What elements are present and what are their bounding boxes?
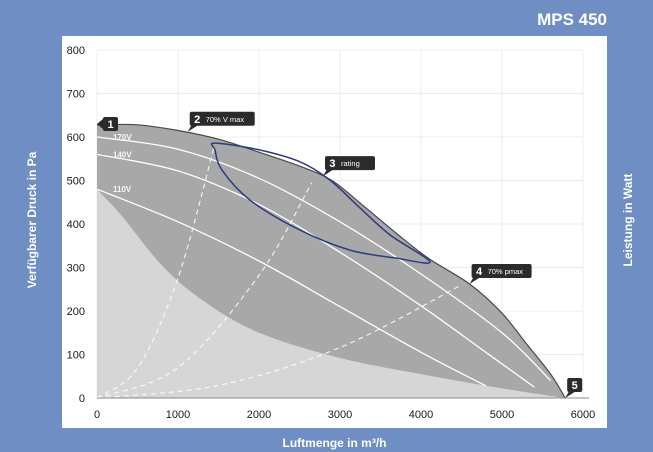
y-tick-label: 100 [67, 350, 85, 362]
voltage-curve-140V [96, 153, 535, 388]
secondary-y-axis-label: Leistung in Watt [621, 173, 635, 267]
marker-pointer [565, 391, 577, 398]
marker-number: 2 [194, 114, 200, 126]
operating-point-marker-3: 3 rating [322, 156, 375, 177]
plot-panel: 170V 140V 110V 0 100 200 300 400 500 600 700 800 0 10… [62, 36, 607, 428]
chart-title: MPS 450 [537, 10, 607, 29]
marker-tag [189, 111, 255, 126]
marker-pointer [322, 169, 334, 177]
voltage-curve-label: 110V [113, 185, 132, 194]
voltage-curve-label: 170V [113, 133, 132, 142]
x-tick-label: 3000 [328, 409, 352, 421]
x-tick-label: 6000 [571, 409, 595, 421]
system-curve [96, 284, 462, 399]
marker-tag [324, 156, 375, 171]
x-tick-label: 4000 [409, 409, 433, 421]
marker-pointer [97, 117, 104, 130]
y-tick-label: 500 [67, 176, 85, 188]
y-tick-label: 400 [67, 219, 85, 231]
voltage-curve-label: 140V [113, 150, 132, 159]
operating-point-marker-2: 2 70% V max [187, 111, 255, 132]
marker-number: 1 [107, 119, 113, 131]
voltage-curve-170V [96, 136, 552, 382]
marker-label: 70% V max [206, 115, 245, 124]
x-axis-label: Luftmenge in m³/h [282, 436, 387, 450]
operating-point-marker-5: 5 [565, 378, 583, 398]
y-tick-label: 0 [79, 393, 85, 405]
marker-number: 3 [329, 158, 335, 170]
max-curve-edge [96, 123, 566, 399]
y-tick-label: 700 [67, 89, 85, 101]
y-tick-label: 300 [67, 263, 85, 275]
voltage-curve-110V [96, 188, 487, 387]
marker-tag [471, 264, 532, 279]
x-tick-label: 1000 [166, 409, 190, 421]
y-tick-label: 600 [67, 132, 85, 144]
marker-pointer [187, 124, 199, 132]
marker-tag [103, 116, 118, 131]
y-tick-label: 800 [67, 45, 85, 57]
marker-label: 70% pmax [488, 267, 524, 276]
x-tick-label: 2000 [247, 409, 271, 421]
system-curve [96, 182, 313, 399]
marker-number: 5 [572, 380, 578, 392]
operating-point-marker-4: 4 70% pmax [469, 264, 532, 285]
x-tick-label: 0 [94, 409, 100, 421]
operating-envelope-band [97, 124, 566, 399]
x-tick-label: 5000 [490, 409, 514, 421]
system-curve [96, 145, 215, 399]
operating-point-marker-1: 1 [97, 116, 118, 131]
marker-pointer [469, 277, 481, 285]
y-axis-label: Verfügbarer Druck in Pa [25, 151, 39, 289]
rating-zone-outline [210, 142, 431, 264]
y-tick-label: 200 [67, 306, 85, 318]
marker-label: rating [341, 159, 360, 168]
marker-tag [567, 378, 583, 392]
fan-curve-plot: 170V 140V 110V 0 100 200 300 400 500 600 700 800 0 10… [67, 45, 596, 421]
marker-number: 4 [476, 266, 483, 278]
